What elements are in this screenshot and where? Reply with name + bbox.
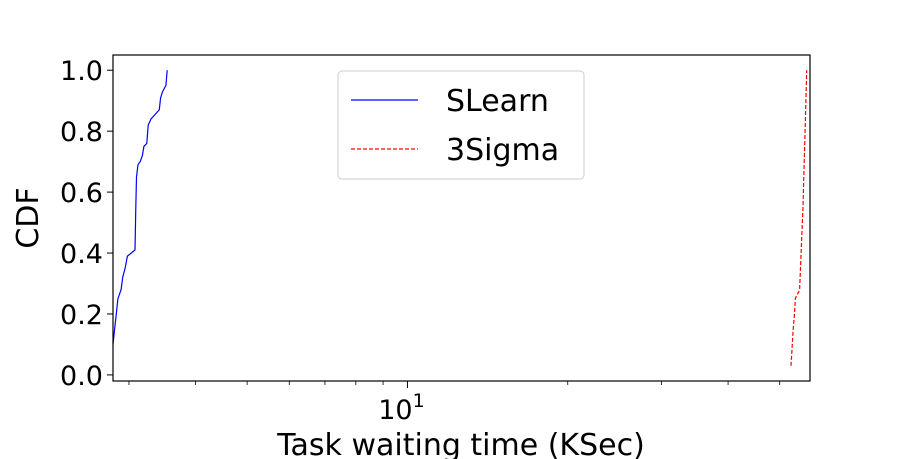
x-axis: 101 xyxy=(128,381,781,426)
legend-label-slearn: SLearn xyxy=(446,84,549,119)
x-axis-label: Task waiting time (KSec) xyxy=(276,428,645,459)
y-tick-label: 1.0 xyxy=(60,56,103,87)
y-tick-label: 0.4 xyxy=(60,239,103,270)
legend-frame xyxy=(337,70,585,180)
legend-label-3sigma: 3Sigma xyxy=(446,133,559,168)
legend: SLearn 3Sigma xyxy=(337,70,585,180)
y-tick-label: 0.6 xyxy=(60,178,103,209)
series-line-slearn xyxy=(112,70,168,345)
y-axis: 0.0 0.2 0.4 0.6 0.8 1.0 xyxy=(60,56,113,392)
y-tick-label: 0.8 xyxy=(60,117,103,148)
plot-area-frame xyxy=(112,54,811,382)
y-axis-label: CDF xyxy=(11,187,46,248)
x-tick-label: 101 xyxy=(378,390,424,426)
y-tick-label: 0.2 xyxy=(60,300,103,331)
series-layer xyxy=(112,70,808,366)
series-line-3sigma xyxy=(790,70,808,366)
y-tick-label: 0.0 xyxy=(60,361,103,392)
